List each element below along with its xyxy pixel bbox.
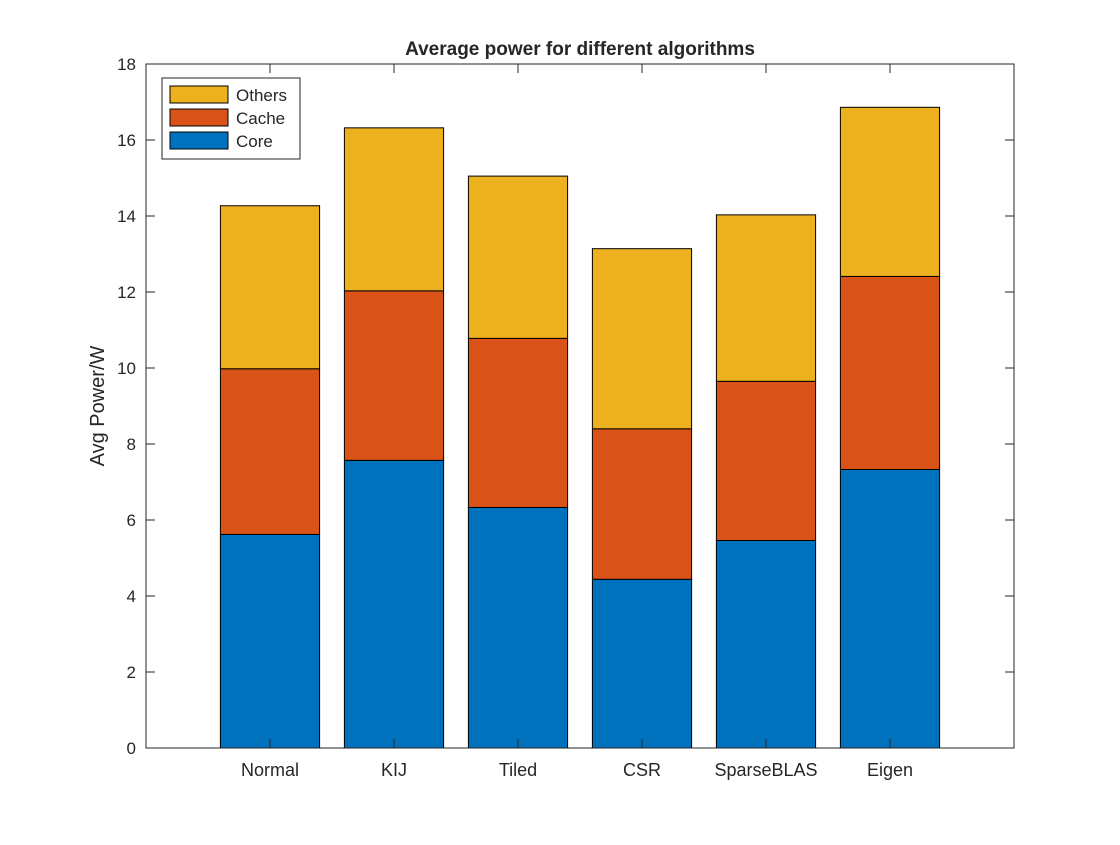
bar-core-sparseblas xyxy=(715,540,817,749)
bar-others-tiled xyxy=(467,175,569,339)
bar-others-csr xyxy=(591,248,693,430)
legend-label-core: Core xyxy=(236,132,273,151)
bar-others-eigen xyxy=(839,106,941,277)
x-tick-label-sparseblas: SparseBLAS xyxy=(714,760,817,780)
y-axis: 0 2 4 6 8 10 12 14 16 18 xyxy=(117,55,1014,758)
y-tick-label: 0 xyxy=(127,739,136,758)
y-axis-label: Avg Power/W xyxy=(87,345,109,466)
bar-core-normal xyxy=(219,533,321,749)
x-tick-label-kij: KIJ xyxy=(381,760,407,780)
x-axis: Normal KIJ Tiled CSR SparseBLAS Eigen xyxy=(241,64,913,780)
legend-swatch-others xyxy=(169,85,229,104)
bar-core-tiled xyxy=(467,506,569,749)
plot-area-frame xyxy=(145,63,1015,749)
legend-label-cache: Cache xyxy=(236,109,285,128)
x-tick-label-tiled: Tiled xyxy=(499,760,537,780)
y-tick-label: 18 xyxy=(117,55,136,74)
y-tick-label: 2 xyxy=(127,663,136,682)
y-tick-label: 10 xyxy=(117,359,136,378)
bar-cache-normal xyxy=(219,368,321,535)
chart-title: Average power for different algorithms xyxy=(405,39,755,60)
bar-core-eigen xyxy=(839,468,941,749)
legend-swatch-core xyxy=(169,131,229,150)
y-tick-label: 8 xyxy=(127,435,136,454)
x-tick-label-csr: CSR xyxy=(623,760,661,780)
y-tick-label: 4 xyxy=(127,587,136,606)
bars-layer xyxy=(219,106,941,749)
bar-cache-eigen xyxy=(839,275,941,470)
bar-core-kij xyxy=(343,459,445,749)
bar-others-normal xyxy=(219,205,321,370)
legend: Others Cache Core xyxy=(161,77,301,160)
y-tick-label: 6 xyxy=(127,511,136,530)
y-tick-label: 12 xyxy=(117,283,136,302)
bar-cache-csr xyxy=(591,428,693,580)
bar-others-kij xyxy=(343,127,445,292)
bar-core-csr xyxy=(591,578,693,749)
x-tick-label-normal: Normal xyxy=(241,760,299,780)
y-tick-label: 16 xyxy=(117,131,136,150)
bar-cache-kij xyxy=(343,290,445,461)
legend-label-others: Others xyxy=(236,86,287,105)
bar-cache-sparseblas xyxy=(715,380,817,542)
bar-cache-tiled xyxy=(467,337,569,508)
bar-others-sparseblas xyxy=(715,214,817,382)
y-tick-label: 14 xyxy=(117,207,136,226)
x-tick-label-eigen: Eigen xyxy=(867,760,913,780)
legend-swatch-cache xyxy=(169,108,229,127)
